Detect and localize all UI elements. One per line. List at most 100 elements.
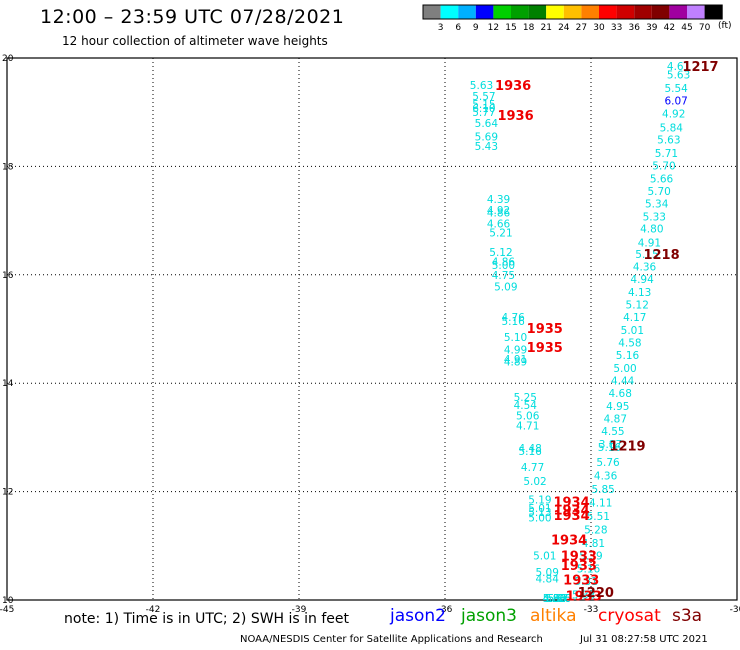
swh-value-label: 4.66	[487, 218, 511, 230]
swh-value-label: 4.36	[594, 470, 618, 482]
colorbar: 3 6 9 12 15 18 21 24 27 30 33 36 39 42 45 70	[422, 4, 723, 33]
swh-value-label: 5.06	[516, 411, 540, 423]
swh-value-label: 4.71	[516, 420, 539, 432]
swh-value-label: 5.70	[647, 186, 670, 198]
colorbar-tick-label: 12	[488, 23, 499, 33]
colorbar-unit-label: (ft)	[718, 21, 732, 31]
generated-timestamp: Jul 31 08:27:58 UTC 2021	[580, 634, 708, 645]
swh-value-label: 4.92	[662, 108, 685, 120]
legend-altika: altika	[530, 606, 577, 626]
colorbar-tick-label: 6	[455, 23, 461, 33]
swh-value-label: 5.63	[470, 80, 493, 92]
pass-time-label: 1936	[495, 79, 531, 94]
x-tick-label: -39	[292, 605, 307, 615]
swh-value-label: 4.75	[492, 270, 515, 282]
colorbar-tick-label: 36	[628, 23, 640, 33]
colorbar-swatch	[616, 5, 635, 19]
x-tick-label: -33	[584, 605, 599, 615]
swh-value-label: 4.44	[611, 375, 635, 387]
swh-value-label: 5.56	[543, 593, 567, 605]
swh-value-label: 4.58	[618, 338, 641, 350]
swh-value-label: 6.10	[472, 103, 495, 115]
colorbar-swatch	[599, 5, 617, 19]
swh-value-label: 5.57	[472, 91, 495, 103]
swh-value-label: 5.00	[613, 363, 636, 375]
swh-value-label: 5.66	[650, 173, 674, 185]
pass-time-label: 1936	[497, 109, 533, 124]
swh-value-label: 5.13	[528, 507, 551, 519]
y-tick-label: 16	[2, 271, 14, 281]
swh-value-label: 4.90	[543, 593, 566, 605]
colorbar-tick-label: 42	[664, 23, 675, 33]
swh-value-label: 4.54	[514, 400, 538, 412]
colorbar-tick-label: 30	[593, 23, 605, 33]
colorbar-tick-label: 24	[558, 23, 570, 33]
swh-value-label: 4.89	[504, 357, 527, 369]
swh-value-label: 5.63	[657, 134, 680, 146]
pass-time-label: 1217	[682, 60, 718, 75]
colorbar-swatch	[528, 5, 547, 19]
swh-value-label: 5.54	[664, 83, 688, 95]
pass-time-label: 1934	[551, 533, 587, 548]
swh-value-label: 5.02	[523, 476, 546, 488]
y-tick-label: 20	[2, 54, 14, 64]
colorbar-swatch	[493, 5, 511, 19]
pass-time-label: 1933	[561, 559, 597, 574]
swh-value-label: 5.16	[598, 442, 622, 454]
swh-value-label: 5.16	[577, 564, 601, 576]
swh-value-label: 5.69	[475, 132, 498, 144]
swh-value-label: 4.99	[504, 345, 527, 357]
swh-value-label: 4.61	[667, 61, 690, 73]
pass-time-label: 1933	[566, 590, 602, 605]
x-tick-label: -30	[730, 605, 740, 615]
pass-time-label: 1219	[609, 440, 645, 455]
swh-value-label: 5.21	[489, 228, 512, 240]
colorbar-tick-label: 70	[699, 23, 711, 33]
swh-value-label: 5.06	[548, 593, 572, 605]
colorbar-swatch	[704, 5, 723, 19]
swh-value-label: 4.86	[487, 207, 511, 219]
pass-time-label: 1935	[527, 341, 563, 356]
colorbar-tick-label: 9	[473, 23, 479, 33]
swh-value-label: 5.16	[616, 350, 640, 362]
swh-value-label: 4.11	[589, 497, 612, 509]
swh-value-label: 5.00	[528, 513, 551, 525]
swh-value-label: 5.15	[472, 99, 495, 111]
y-tick-label: 12	[2, 488, 13, 498]
swh-value-label: 5.12	[626, 300, 649, 312]
swh-value-label: 4.39	[487, 194, 510, 206]
swh-value-label: 4.87	[604, 413, 627, 425]
colorbar-tick-label: 18	[523, 23, 535, 33]
swh-value-label: 4.55	[601, 426, 624, 438]
swh-value-label: 4.91	[638, 237, 661, 249]
legend-jason2: jason2	[390, 606, 446, 626]
colorbar-swatch	[546, 5, 564, 19]
swh-value-label: 5.01	[533, 551, 556, 563]
units-note: note: 1) Time is in UTC; 2) SWH is in fe…	[64, 611, 350, 627]
swh-value-label: 5.84	[660, 122, 684, 134]
colorbar-swatch	[669, 5, 687, 19]
legend-s3a: s3a	[672, 606, 703, 626]
swh-value-label: 5.15	[635, 249, 658, 261]
pass-time-label: 1934	[553, 495, 589, 510]
swh-value-label: 5.70	[652, 160, 675, 172]
swh-value-label: 5.00	[492, 260, 515, 272]
swh-value-label: 5.39	[579, 551, 602, 563]
chart-title: 12:00 – 23:59 UTC 07/28/2021	[40, 6, 345, 28]
swh-value-label: 5.64	[475, 118, 499, 130]
swh-value-label: 4.80	[640, 224, 663, 236]
pass-time-label: 1220	[578, 586, 614, 601]
swh-value-label: 4.76	[501, 312, 525, 324]
x-tick-label: -42	[146, 605, 161, 615]
swh-value-label: 5.19	[528, 495, 551, 507]
colorbar-tick-label: 15	[505, 23, 516, 33]
swh-value-label: 4.48	[518, 443, 541, 455]
swh-value-label: 4.86	[492, 256, 516, 268]
swh-value-label: 5.10	[504, 332, 527, 344]
colorbar-tick-label: 3	[438, 23, 444, 33]
colorbar-border	[422, 4, 723, 20]
swh-value-label: 4.68	[609, 388, 632, 400]
swh-value-label: 5.33	[572, 590, 595, 602]
y-tick-label: 14	[2, 379, 14, 389]
legend-cryosat: cryosat	[598, 606, 661, 626]
